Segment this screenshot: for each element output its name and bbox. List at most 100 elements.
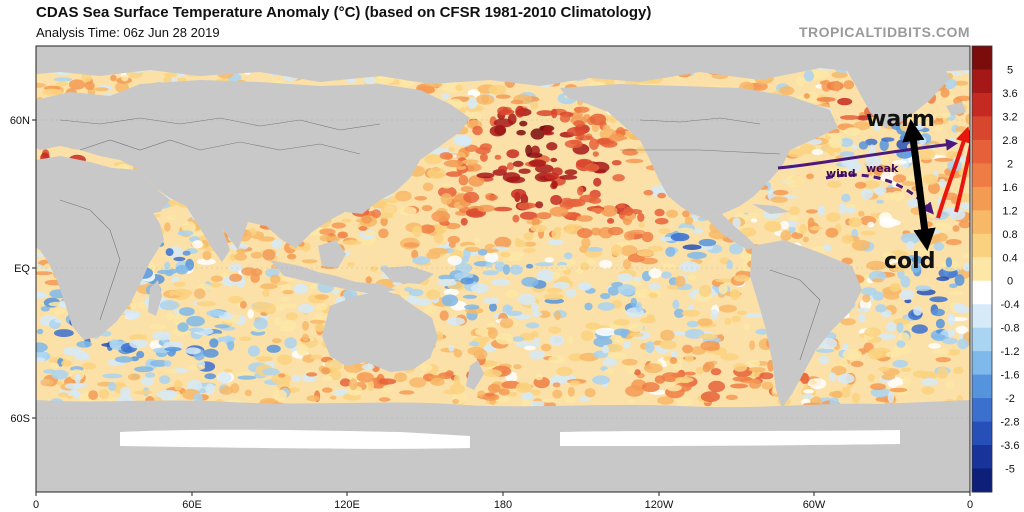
anomaly-speckle xyxy=(802,236,809,243)
colorbar-swatch xyxy=(972,304,992,329)
anomaly-speckle xyxy=(889,262,907,273)
warm-label: warm xyxy=(866,107,935,132)
colorbar-label: 1.6 xyxy=(1002,182,1017,194)
anomaly-speckle xyxy=(188,327,205,332)
anomaly-speckle xyxy=(579,396,591,402)
anomaly-speckle xyxy=(954,306,970,314)
japan-land xyxy=(386,140,412,180)
anomaly-speckle xyxy=(817,205,825,216)
anomaly-speckle xyxy=(936,367,949,379)
anomaly-speckle xyxy=(515,105,525,118)
anomaly-speckle xyxy=(559,114,571,123)
lon-tick-label: 60W xyxy=(803,499,826,511)
colorbar-label: -5 xyxy=(1005,464,1015,476)
anomaly-speckle xyxy=(887,391,895,403)
anomaly-speckle xyxy=(324,359,343,371)
anomaly-speckle xyxy=(541,343,552,352)
anomaly-speckle xyxy=(458,174,469,186)
anomaly-speckle xyxy=(648,292,658,299)
anomaly-speckle xyxy=(564,169,578,176)
anomaly-speckle xyxy=(552,389,563,399)
australia-land xyxy=(322,290,438,372)
anomaly-speckle xyxy=(187,379,202,392)
anomaly-speckle xyxy=(467,346,485,356)
anomaly-speckle xyxy=(623,341,632,349)
anomaly-speckle xyxy=(616,203,626,209)
anomaly-speckle xyxy=(98,389,110,399)
antarctic-shelf xyxy=(120,429,900,449)
anomaly-speckle xyxy=(834,168,853,174)
anomaly-speckle xyxy=(494,154,502,160)
anomaly-speckle xyxy=(445,171,463,177)
anomaly-speckle xyxy=(532,337,541,348)
anomaly-speckle xyxy=(526,263,534,269)
anomaly-speckle xyxy=(842,343,849,352)
colorbar-label: 3.2 xyxy=(1002,111,1017,123)
colorbar-label: 1.2 xyxy=(1002,205,1017,217)
anomaly-speckle xyxy=(260,283,278,290)
anomaly-speckle xyxy=(536,269,556,282)
anomaly-speckle xyxy=(736,310,748,316)
anomaly-speckle xyxy=(430,377,445,386)
anomaly-speckle xyxy=(963,262,970,272)
lon-tick-label: 0 xyxy=(33,499,39,511)
anomaly-speckle xyxy=(827,180,842,188)
anomaly-speckle xyxy=(841,386,851,398)
anomaly-speckle xyxy=(922,174,939,185)
anomaly-speckle xyxy=(954,274,965,286)
anomaly-speckle xyxy=(506,149,520,159)
anomaly-speckle xyxy=(484,392,495,397)
anomaly-speckle xyxy=(700,340,720,351)
colorbar-swatch xyxy=(972,374,992,399)
anomaly-speckle xyxy=(687,251,707,259)
anomaly-speckle xyxy=(464,304,480,310)
anomaly-speckle xyxy=(536,212,552,220)
anomaly-speckle xyxy=(946,348,961,356)
anomaly-speckle xyxy=(518,293,536,305)
anomaly-speckle xyxy=(759,372,774,380)
anomaly-speckle xyxy=(544,257,554,263)
anomaly-speckle xyxy=(255,356,274,362)
anomaly-speckle xyxy=(250,251,263,259)
anomaly-speckle xyxy=(840,115,860,120)
anomaly-speckle xyxy=(931,308,945,317)
anomaly-speckle xyxy=(659,236,675,242)
anomaly-speckle xyxy=(489,303,497,312)
anomaly-speckle xyxy=(521,276,539,287)
map-title: CDAS Sea Surface Temperature Anomaly (°C… xyxy=(36,4,652,21)
anomaly-speckle xyxy=(880,171,897,183)
anomaly-speckle xyxy=(301,259,318,264)
anomaly-speckle xyxy=(607,352,627,359)
anomaly-speckle xyxy=(692,228,704,234)
anomaly-speckle xyxy=(898,289,915,300)
anomaly-speckle xyxy=(419,224,435,234)
anomaly-speckle xyxy=(395,190,412,202)
anomaly-speckle xyxy=(846,161,862,172)
anomaly-speckle xyxy=(278,373,286,378)
anomaly-speckle xyxy=(938,178,946,188)
anomaly-speckle xyxy=(567,198,586,207)
anomaly-speckle xyxy=(800,373,810,384)
anomaly-speckle xyxy=(485,194,498,201)
anomaly-speckle xyxy=(934,157,954,162)
anomaly-speckle xyxy=(958,220,970,229)
anomaly-speckle xyxy=(447,235,460,244)
anomaly-speckle xyxy=(79,355,91,360)
anomaly-speckle xyxy=(885,351,901,358)
anomaly-speckle xyxy=(42,88,63,96)
anomaly-speckle xyxy=(102,373,123,379)
madagascar xyxy=(148,280,162,316)
anomaly-speckle xyxy=(274,316,282,326)
anomaly-speckle xyxy=(499,251,511,258)
anomaly-speckle xyxy=(962,253,970,259)
anomaly-speckle xyxy=(217,372,232,383)
anomaly-speckle xyxy=(718,304,738,313)
anomaly-speckle xyxy=(531,217,540,227)
anomaly-speckle xyxy=(546,142,558,151)
anomaly-speckle xyxy=(493,206,513,212)
anomaly-speckle xyxy=(698,238,717,247)
anomaly-speckle xyxy=(641,382,660,393)
anomaly-speckle xyxy=(687,274,697,281)
anomaly-speckle xyxy=(732,376,753,382)
brand-watermark: TROPICALTIDBITS.COM xyxy=(798,24,970,40)
